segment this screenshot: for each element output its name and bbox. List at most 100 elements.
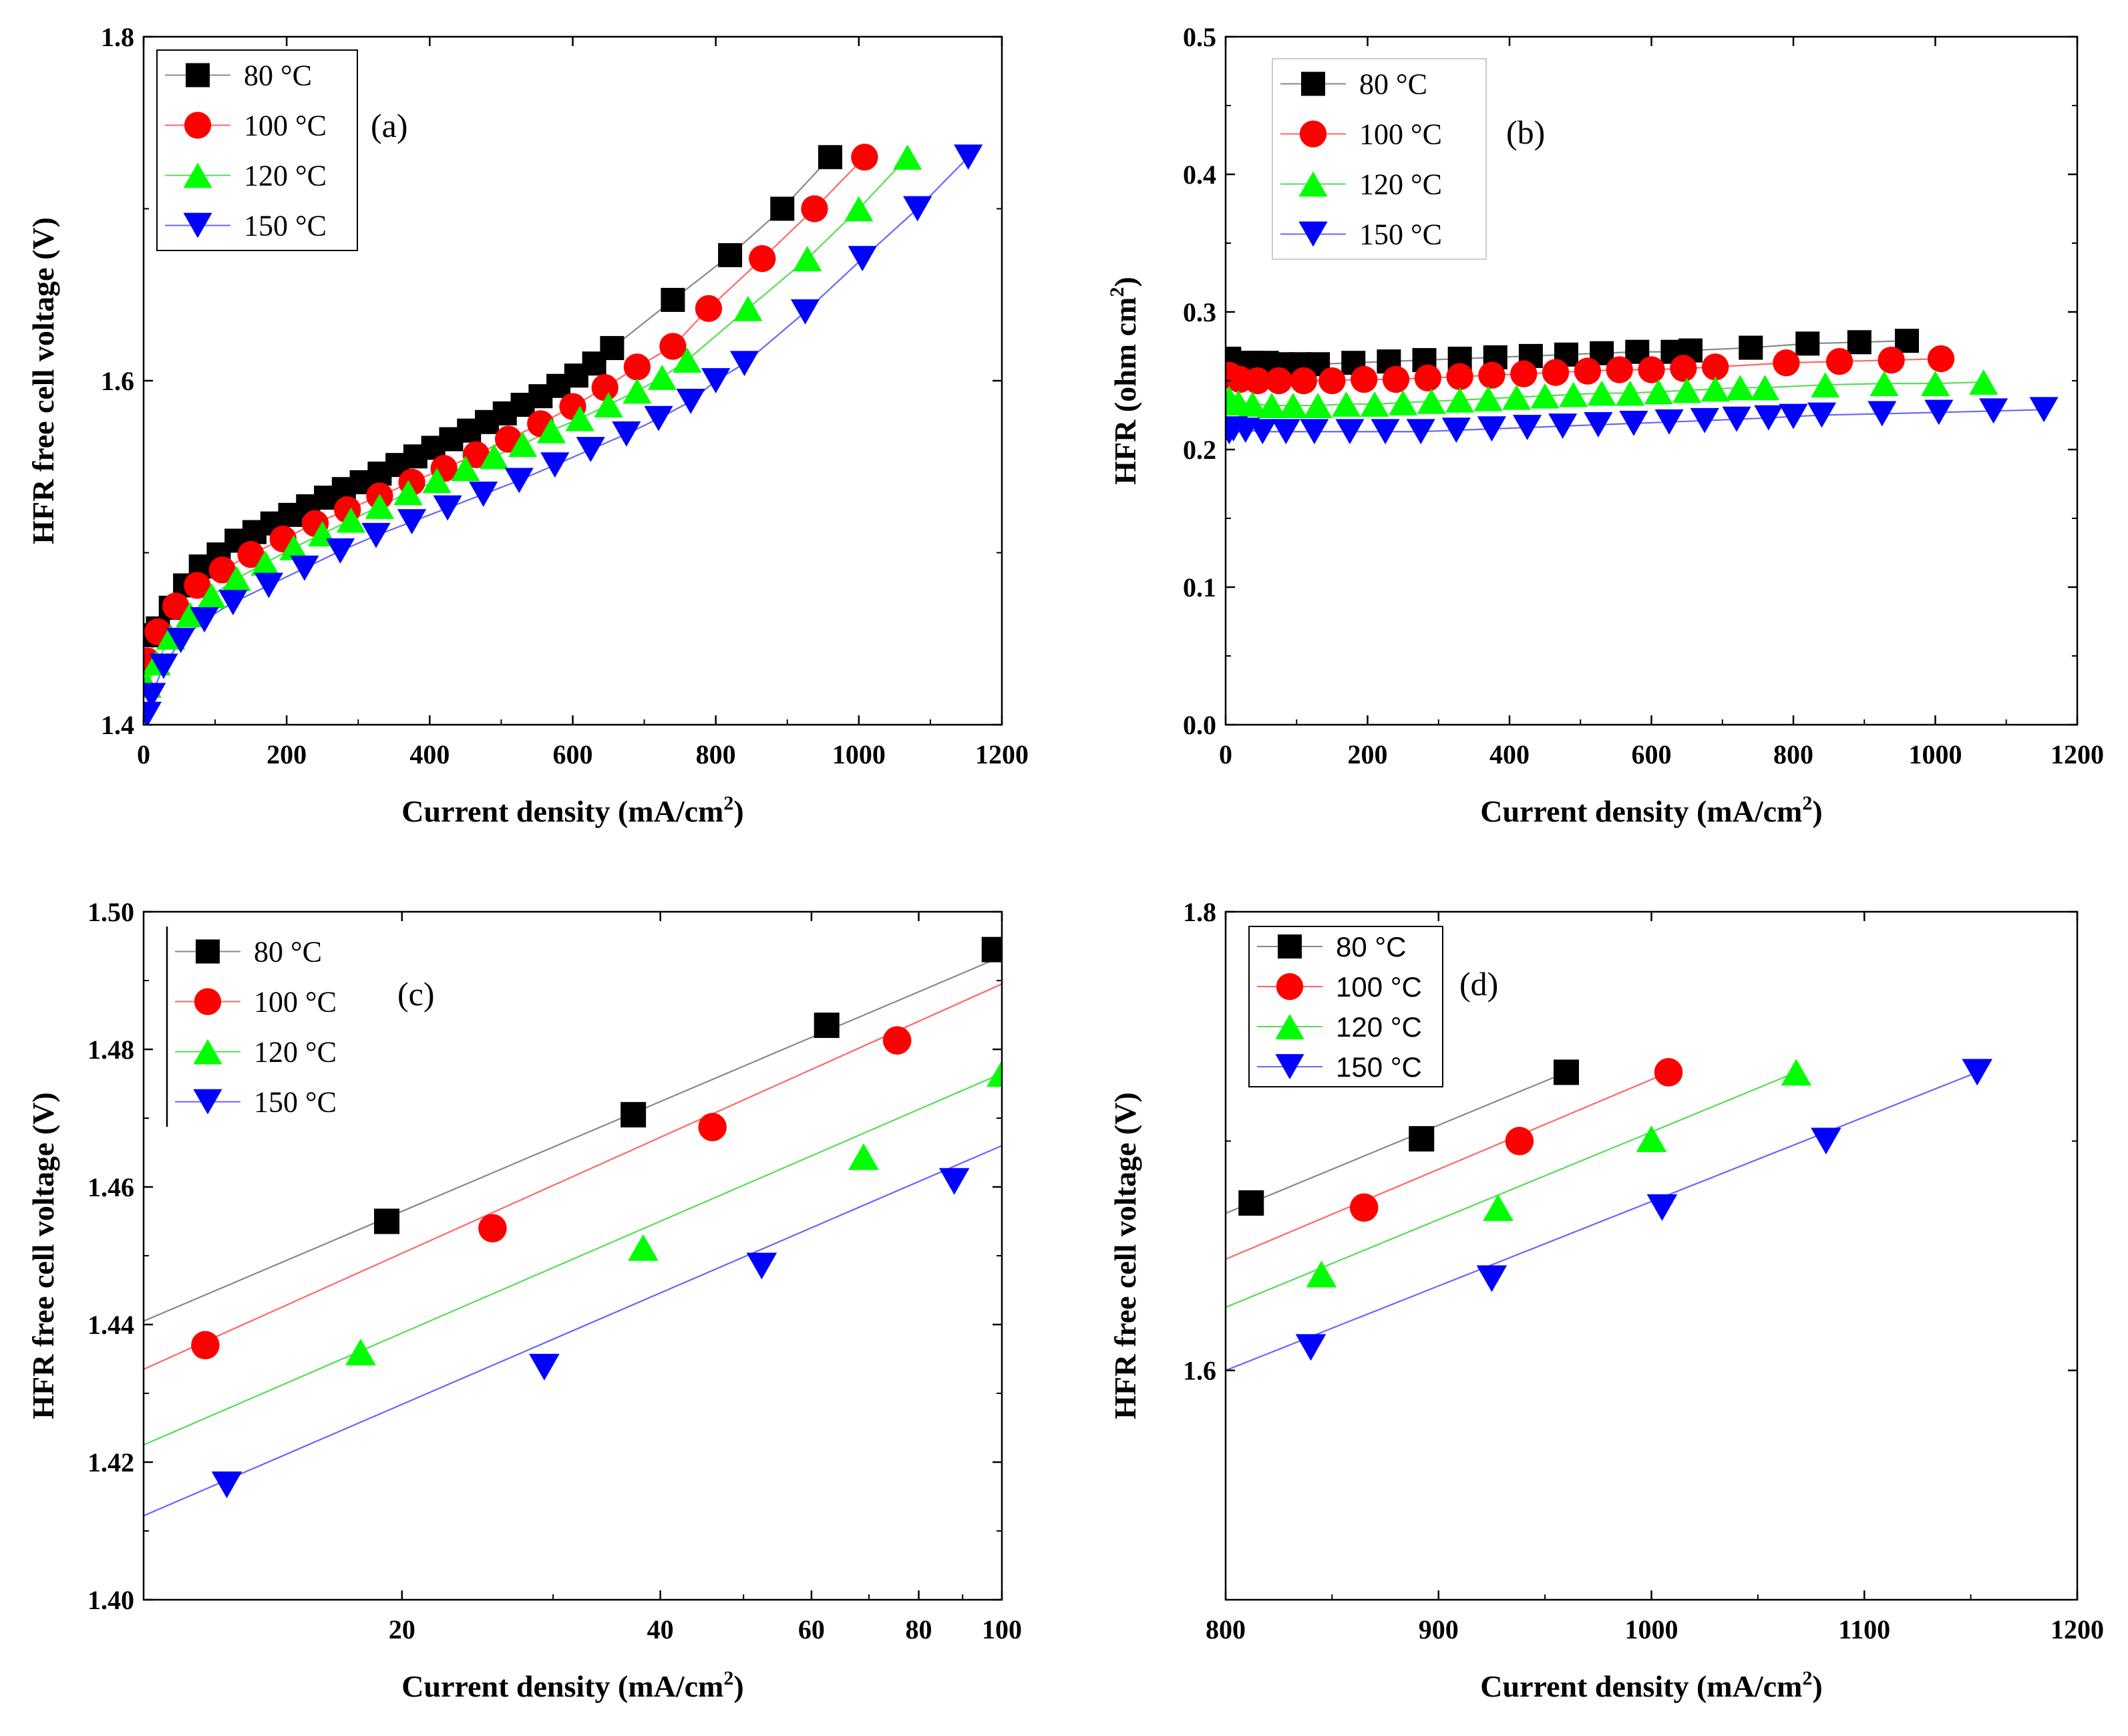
data-point-s3-24 [2029,397,2059,423]
y-tick-label: 1.8 [1183,897,1216,927]
data-point-s1-17 [623,353,651,381]
data-point-s3-11 [1512,415,1542,440]
x-axis-label: Current density (mA/cm2) [401,792,743,828]
data-point-s2-4 [197,582,226,609]
data-point-s3-13 [504,468,534,494]
data-point-s2-0 [1306,1260,1337,1288]
panel-tag: (a) [371,107,408,144]
data-point-s3-7 [1371,419,1400,445]
data-point-s0-28 [661,287,685,312]
legend-marker-3 [183,212,212,238]
x-tick-label: 800 [1206,1614,1246,1644]
data-point-s3-4 [1962,1059,1992,1086]
data-point-s3-19 [701,368,731,393]
x-axis-label-tail: ) [1812,1669,1822,1703]
x-tick-label: 600 [553,739,593,769]
data-point-s3-7 [290,555,319,581]
data-point-s0-2 [1554,1059,1579,1085]
data-point-s3-23 [1979,398,2008,424]
series-lines [144,955,1002,1517]
data-point-s1-12 [1542,359,1570,386]
y-tick-label: 1.48 [87,1035,134,1065]
x-axis-label-tail: ) [1812,794,1822,828]
legend-label-1: 100 °C [1359,118,1442,151]
series-line-1 [1226,1071,1669,1260]
legend-marker-0 [1301,71,1325,96]
data-point-s0-0 [1238,1190,1264,1216]
data-point-s1-2 [162,592,190,620]
x-axis-label-main: Current density (mA/cm [1480,1669,1802,1703]
data-point-s2-10 [1445,387,1475,413]
legend-label-2: 120 °C [1336,1011,1422,1043]
y-axis-label: HFR free cell voltage (V) [26,1092,60,1419]
data-point-s0-19 [1795,331,1820,356]
x-tick-label: 1000 [1909,739,1962,769]
data-point-s3-8 [1406,419,1435,445]
data-point-s2-5 [222,566,251,592]
data-point-s3-6 [254,572,283,598]
data-point-s2-15 [1587,380,1616,406]
x-tick-label: 1000 [832,739,886,769]
legend: 80 °C 100 °C 120 °C 150 °C [156,49,358,251]
x-tick-label: 400 [409,739,450,769]
data-point-s2-9 [336,507,366,533]
data-point-s2-4 [1278,393,1308,418]
data-point-s1-2 [698,1113,727,1142]
data-point-s3-0 [144,701,162,725]
x-axis-label-main: Current density (mA/cm [1480,794,1802,828]
data-point-s3-3 [938,1168,970,1195]
y-tick-label: 1.4 [101,710,134,740]
data-point-s1-0 [1349,1193,1379,1222]
data-point-s2-18 [594,392,623,417]
data-point-s3-20 [1807,402,1837,428]
data-point-s1-13 [1574,357,1602,385]
legend-marker-2 [183,162,212,188]
data-point-s2-2 [1636,1125,1667,1152]
legend-label-2: 120 °C [254,1036,337,1069]
data-point-s0-30 [770,196,795,221]
legend: 80 °C 100 °C 120 °C 150 °C [1272,58,1487,260]
data-point-s2-14 [480,444,509,470]
x-tick-label: 1000 [1625,1614,1678,1644]
x-tick-label: 0 [1219,739,1232,769]
data-point-s2-16 [536,417,566,444]
data-point-s0-1 [1409,1125,1435,1152]
data-point-s2-18 [1672,377,1702,403]
data-point-s0-31 [818,145,842,170]
legend: 80 °C 100 °C 120 °C 150 °C [166,926,337,1127]
data-point-s1-15 [1638,356,1665,383]
series-line-0 [1226,1071,1567,1214]
legend-label-3: 150 °C [244,210,327,242]
x-tick-label: 60 [798,1614,825,1644]
data-point-s3-10 [397,509,427,535]
legend-label-1: 100 °C [1336,971,1422,1003]
y-tick-label: 0.0 [1183,710,1216,740]
y-tick-label: 1.40 [87,1585,134,1615]
panel-tag: (d) [1459,965,1498,1003]
data-point-s3-0 [1295,1334,1326,1361]
data-point-s3-15 [576,437,605,462]
data-point-s3-14 [540,452,570,478]
data-point-s3-15 [1654,409,1684,435]
data-point-s0-1 [620,1101,647,1127]
data-point-s2-19 [1701,376,1730,402]
data-point-s2-1 [628,1234,659,1261]
x-axis-label: Current density (mA/cm2) [1480,792,1822,828]
y-tick-label: 0.5 [1183,22,1216,52]
data-point-s2-2 [848,1143,879,1170]
data-point-s3-13 [1584,412,1613,438]
x-tick-label: 0 [137,739,150,769]
data-point-s3-0 [211,1471,242,1498]
data-point-s2-13 [1530,383,1560,409]
panel-c: 20 40 60 80 100 1.40 1.42 1.44 1.46 1.48 1.50 Curre… [26,897,1022,1703]
legend-label-0: 80 °C [254,936,322,969]
data-point-s2-2 [1238,391,1267,417]
data-point-s3-18 [1754,405,1783,431]
legend-label-3: 150 °C [1336,1051,1422,1083]
data-point-s3-5 [1300,419,1329,445]
y-axis-label-main: HFR free cell voltage (V) [1108,1092,1142,1419]
data-point-s0-20 [1847,330,1872,355]
series-line-1 [144,983,1002,1370]
x-tick-label: 1200 [2051,739,2104,769]
data-point-s3-4 [1271,419,1300,445]
